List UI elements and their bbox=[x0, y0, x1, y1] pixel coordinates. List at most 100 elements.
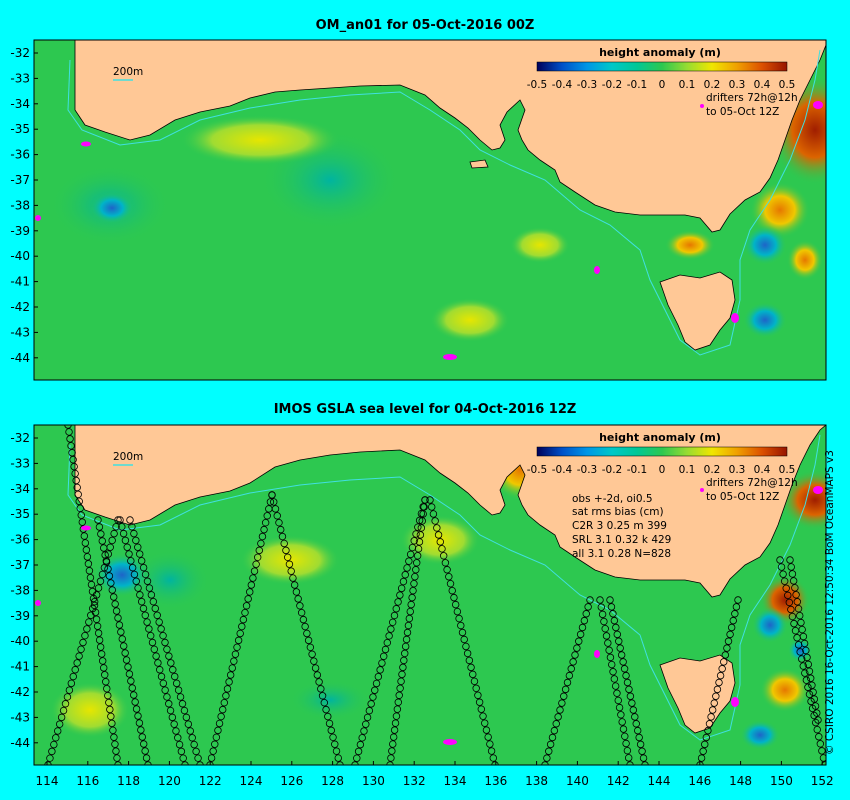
colorbar-tick-label: 0.3 bbox=[729, 464, 746, 476]
bottom-map-panel bbox=[34, 425, 826, 765]
lon-tick-label: 142 bbox=[607, 774, 630, 788]
stats-line-3: SRL 3.1 0.32 k 429 bbox=[572, 534, 671, 546]
bottom-map-frame bbox=[33, 424, 827, 766]
lat-tick-label: -35 bbox=[10, 122, 30, 136]
lon-tick-label: 150 bbox=[770, 774, 793, 788]
colorbar-tick-label: 0.5 bbox=[779, 464, 796, 476]
colorbar-tick-label: -0.1 bbox=[627, 79, 648, 91]
lon-tick-label: 144 bbox=[648, 774, 671, 788]
colorbar-tick-label: -0.5 bbox=[527, 79, 548, 91]
lat-tick-label: -37 bbox=[10, 173, 30, 187]
lat-tick-label: -44 bbox=[10, 351, 30, 365]
lat-tick-label: -43 bbox=[10, 325, 30, 339]
lat-tick-label: -42 bbox=[10, 685, 30, 699]
lon-tick-label: 124 bbox=[240, 774, 263, 788]
bottom-drifter-legend: drifters 72h@12h to 05-Oct 12Z bbox=[706, 477, 798, 503]
lon-tick-label: 116 bbox=[76, 774, 99, 788]
top-land-mainland bbox=[74, 40, 826, 233]
top-colorbar-title: height anomaly (m) bbox=[599, 46, 721, 59]
lon-tick-label: 140 bbox=[566, 774, 589, 788]
svg-text:drifters 72h@12h: drifters 72h@12h bbox=[706, 477, 798, 489]
top-map-panel bbox=[34, 40, 826, 380]
stats-line-0: obs +-2d, oi0.5 bbox=[572, 493, 653, 505]
colorbar-tick-label: -0.3 bbox=[577, 464, 598, 476]
lon-tick-label: 114 bbox=[36, 774, 59, 788]
colorbar-tick-label: -0.1 bbox=[627, 464, 648, 476]
lat-tick-label: -33 bbox=[10, 456, 30, 470]
lat-tick-label: -32 bbox=[10, 46, 30, 60]
lat-tick-label: -34 bbox=[10, 482, 30, 496]
bottom-stats-box: obs +-2d, oi0.5 sat rms bias (cm) C2R 3 … bbox=[572, 493, 671, 560]
lon-tick-label: 120 bbox=[158, 774, 181, 788]
colorbar-tick-label: 0.5 bbox=[779, 79, 796, 91]
top-isobath-legend: 200m bbox=[113, 66, 143, 81]
top-drifters bbox=[35, 101, 823, 360]
top-anomaly-features bbox=[50, 75, 826, 342]
lat-tick-label: -39 bbox=[10, 609, 30, 623]
lat-tick-label: -38 bbox=[10, 583, 30, 597]
colorbar-tick-label: 0.2 bbox=[704, 79, 721, 91]
colorbar-tick-label: 0.3 bbox=[729, 79, 746, 91]
lat-tick-label: -41 bbox=[10, 660, 30, 674]
lat-tick-label: -33 bbox=[10, 71, 30, 85]
colorbar-tick-label: 0.2 bbox=[704, 464, 721, 476]
top-isobath-200m bbox=[67, 49, 821, 356]
bottom-drifters bbox=[35, 486, 823, 745]
top-colorbar-ticks: -0.5 -0.4 -0.3 -0.2 -0.1 0 0.1 0.2 0.3 0.4 0.5 bbox=[527, 79, 796, 91]
lat-tick-label: -36 bbox=[10, 533, 30, 547]
svg-text:200m: 200m bbox=[113, 66, 143, 78]
top-map-frame bbox=[33, 39, 827, 381]
top-land-kangaroo bbox=[469, 159, 489, 169]
colorbar-tick-label: -0.5 bbox=[527, 464, 548, 476]
lat-tick-label: -35 bbox=[10, 507, 30, 521]
bottom-colorbar-ticks: -0.5 -0.4 -0.3 -0.2 -0.1 0 0.1 0.2 0.3 0.4 0.5 bbox=[527, 464, 796, 476]
stats-line-2: C2R 3 0.25 m 399 bbox=[572, 520, 667, 532]
lon-tick-label: 132 bbox=[403, 774, 426, 788]
lat-tick-label: -32 bbox=[10, 431, 30, 445]
lon-axis: 114 116 118 120 122 124 126 128 130 132 134 136 138 1… bbox=[36, 761, 834, 788]
lat-tick-label: -34 bbox=[10, 97, 30, 111]
colorbar-tick-label: 0 bbox=[659, 79, 666, 91]
lat-tick-label: -37 bbox=[10, 558, 30, 572]
colorbar-tick-label: 0.1 bbox=[679, 79, 696, 91]
lon-tick-label: 146 bbox=[688, 774, 711, 788]
bottom-panel-title: IMOS GSLA sea level for 04-Oct-2016 12Z bbox=[273, 402, 577, 417]
lon-tick-label: 136 bbox=[484, 774, 507, 788]
bottom-colorbar-title: height anomaly (m) bbox=[599, 431, 721, 444]
colorbar-tick-label: -0.4 bbox=[552, 79, 573, 91]
top-drifter-legend: drifters 72h@12h to 05-Oct 12Z bbox=[706, 92, 798, 118]
lon-tick-label: 134 bbox=[444, 774, 467, 788]
lat-tick-label: -36 bbox=[10, 148, 30, 162]
colorbar-tick-label: 0.4 bbox=[754, 464, 771, 476]
lon-tick-label: 122 bbox=[199, 774, 222, 788]
lat-tick-label: -40 bbox=[10, 249, 30, 263]
lon-tick-label: 152 bbox=[811, 774, 834, 788]
bottom-lat-axis: -32 -33 -34 -35 -36 -37 -38 -39 -40 -41 -42 -43 -44 bbox=[10, 431, 38, 750]
colorbar-tick-label: 0 bbox=[659, 464, 666, 476]
svg-text:to 05-Oct 12Z: to 05-Oct 12Z bbox=[706, 106, 779, 118]
bottom-colorbar: height anomaly (m) -0.5 -0.4 -0.3 -0.2 -0.1 0… bbox=[527, 431, 796, 476]
colorbar-tick-label: -0.3 bbox=[577, 79, 598, 91]
lat-tick-label: -44 bbox=[10, 736, 30, 750]
altimeter-tracks bbox=[44, 425, 826, 765]
colorbar-tick-label: -0.2 bbox=[602, 79, 623, 91]
svg-text:to 05-Oct 12Z: to 05-Oct 12Z bbox=[706, 491, 779, 503]
svg-text:drifters 72h@12h: drifters 72h@12h bbox=[706, 92, 798, 104]
lat-tick-label: -40 bbox=[10, 634, 30, 648]
lat-tick-label: -42 bbox=[10, 300, 30, 314]
lon-tick-label: 138 bbox=[525, 774, 548, 788]
lon-tick-label: 118 bbox=[117, 774, 140, 788]
colorbar-tick-label: -0.4 bbox=[552, 464, 573, 476]
colorbar-tick-label: 0.1 bbox=[679, 464, 696, 476]
bottom-land-tasmania bbox=[659, 654, 736, 734]
lat-tick-label: -43 bbox=[10, 710, 30, 724]
colorbar-tick-label: -0.2 bbox=[602, 464, 623, 476]
svg-text:200m: 200m bbox=[113, 451, 143, 463]
bottom-isobath-200m bbox=[67, 434, 821, 741]
colorbar-tick-label: 0.4 bbox=[754, 79, 771, 91]
lat-tick-label: -38 bbox=[10, 198, 30, 212]
lon-tick-label: 126 bbox=[280, 774, 303, 788]
lat-tick-label: -41 bbox=[10, 275, 30, 289]
bottom-isobath-legend: 200m bbox=[113, 451, 143, 466]
